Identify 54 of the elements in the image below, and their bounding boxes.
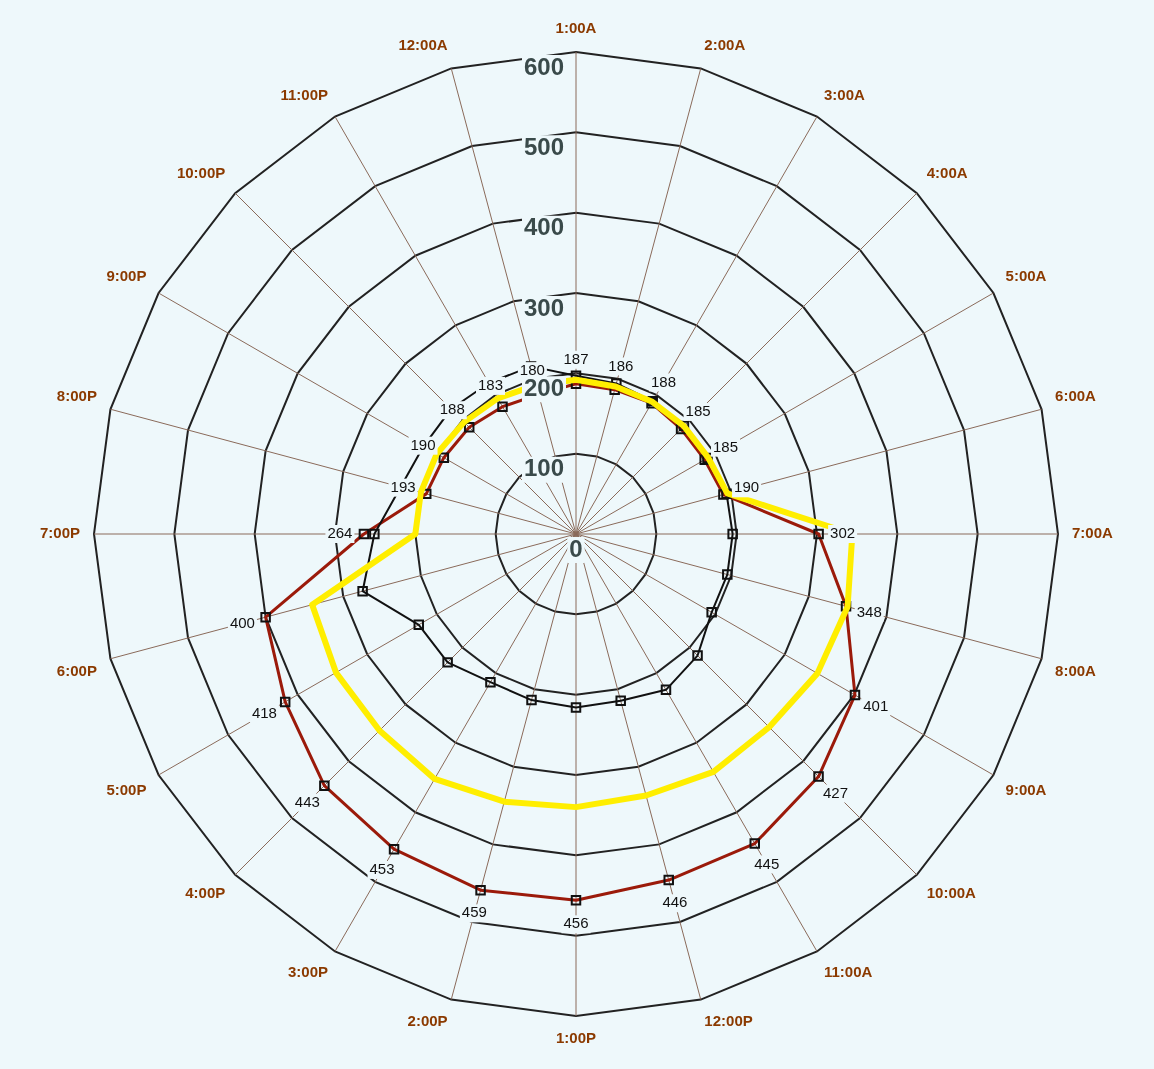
data-label: 453 <box>369 860 395 878</box>
y-tick-label: 100 <box>523 454 565 482</box>
spoke-label: 10:00A <box>926 883 977 901</box>
spoke-label: 7:00P <box>39 524 80 542</box>
data-label: 180 <box>519 361 545 379</box>
spoke-label: 6:00A <box>1055 386 1097 404</box>
data-label: 302 <box>830 524 856 542</box>
data-label: 186 <box>608 356 634 374</box>
data-label: 443 <box>294 792 320 810</box>
data-label: 190 <box>734 478 760 496</box>
data-label: 348 <box>856 602 882 620</box>
data-label: 427 <box>823 783 849 801</box>
spoke-label: 3:00A <box>824 85 866 103</box>
y-tick-label: 500 <box>523 132 565 160</box>
data-label: 400 <box>229 613 255 631</box>
spoke-label: 5:00A <box>1005 267 1047 285</box>
y-tick-label: 600 <box>523 52 565 80</box>
spoke-label: 4:00P <box>185 883 226 901</box>
data-label: 418 <box>251 704 277 722</box>
spoke-label: 1:00A <box>555 19 597 37</box>
spoke-label: 6:00P <box>56 661 97 679</box>
spoke-label: 5:00P <box>106 781 147 799</box>
spoke-label: 11:00A <box>824 962 873 980</box>
data-label: 264 <box>327 524 353 542</box>
data-label: 185 <box>712 437 739 455</box>
spoke-label: 10:00P <box>176 164 226 182</box>
spoke-label: 2:00P <box>407 1012 448 1030</box>
data-label: 183 <box>477 376 504 394</box>
data-label: 188 <box>439 400 465 418</box>
data-label: 187 <box>563 349 589 367</box>
data-label: 446 <box>662 893 688 911</box>
spoke-label: 1:00P <box>555 1029 597 1047</box>
spoke-label: 12:00A <box>398 36 448 54</box>
spoke-label: 4:00A <box>926 164 968 182</box>
spoke-label: 8:00P <box>56 386 97 404</box>
data-label: 190 <box>410 435 436 453</box>
spoke-label: 9:00A <box>1005 781 1047 799</box>
spoke-label: 11:00P <box>280 85 328 103</box>
y-tick-label: 400 <box>523 213 565 241</box>
data-label: 193 <box>390 477 416 495</box>
y-tick-label: 0 <box>569 534 583 562</box>
spoke-label: 2:00A <box>704 36 746 54</box>
spoke-label: 9:00P <box>106 267 147 285</box>
spoke-label: 3:00P <box>287 962 328 980</box>
y-tick-label: 300 <box>523 293 565 321</box>
spoke-label: 8:00A <box>1055 661 1097 679</box>
spoke-label: 12:00P <box>704 1012 753 1030</box>
data-label: 188 <box>651 372 677 390</box>
data-label: 445 <box>754 854 780 872</box>
data-label: 401 <box>863 697 889 715</box>
data-label: 459 <box>461 903 487 921</box>
data-label: 185 <box>685 402 711 420</box>
spoke-label: 7:00A <box>1072 524 1114 542</box>
data-label: 456 <box>563 914 589 932</box>
